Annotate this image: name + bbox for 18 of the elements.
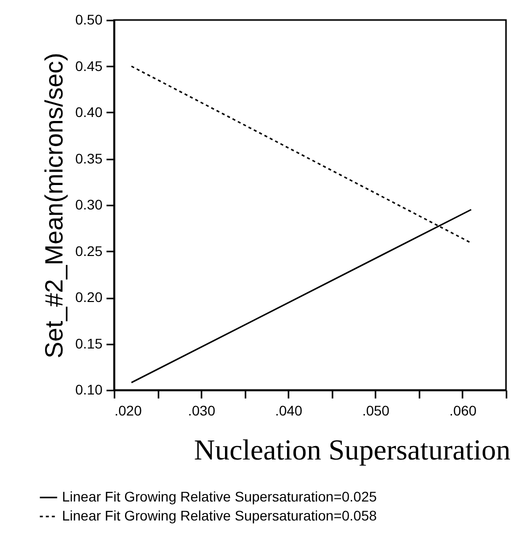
y-tick-label: 0.20 (75, 289, 103, 305)
x-tick-label: .030 (188, 402, 216, 418)
y-tick-label: 0.30 (75, 196, 103, 212)
y-tick-label: 0.10 (75, 382, 103, 398)
y-tick-label: 0.50 (75, 12, 103, 28)
x-tick-label: .040 (275, 402, 303, 418)
y-tick-label: 0.45 (75, 58, 103, 74)
x-axis-title: Nucleation Supersaturation (194, 434, 511, 466)
x-tick-label: .020 (114, 402, 142, 418)
y-tick-label: 0.35 (75, 150, 103, 166)
legend-label: Linear Fit Growing Relative Supersaturation=0.058 (62, 508, 377, 524)
legend-label: Linear Fit Growing Relative Supersaturation=0.025 (62, 488, 377, 504)
y-tick-label: 0.15 (75, 335, 103, 352)
y-axis-title: Set_#2_Mean(microns/sec) (40, 52, 68, 358)
x-tick-label: .050 (362, 402, 390, 418)
x-tick-label: .060 (449, 402, 477, 418)
y-tick-label: 0.25 (75, 242, 103, 259)
y-tick-label: 0.40 (75, 104, 103, 120)
